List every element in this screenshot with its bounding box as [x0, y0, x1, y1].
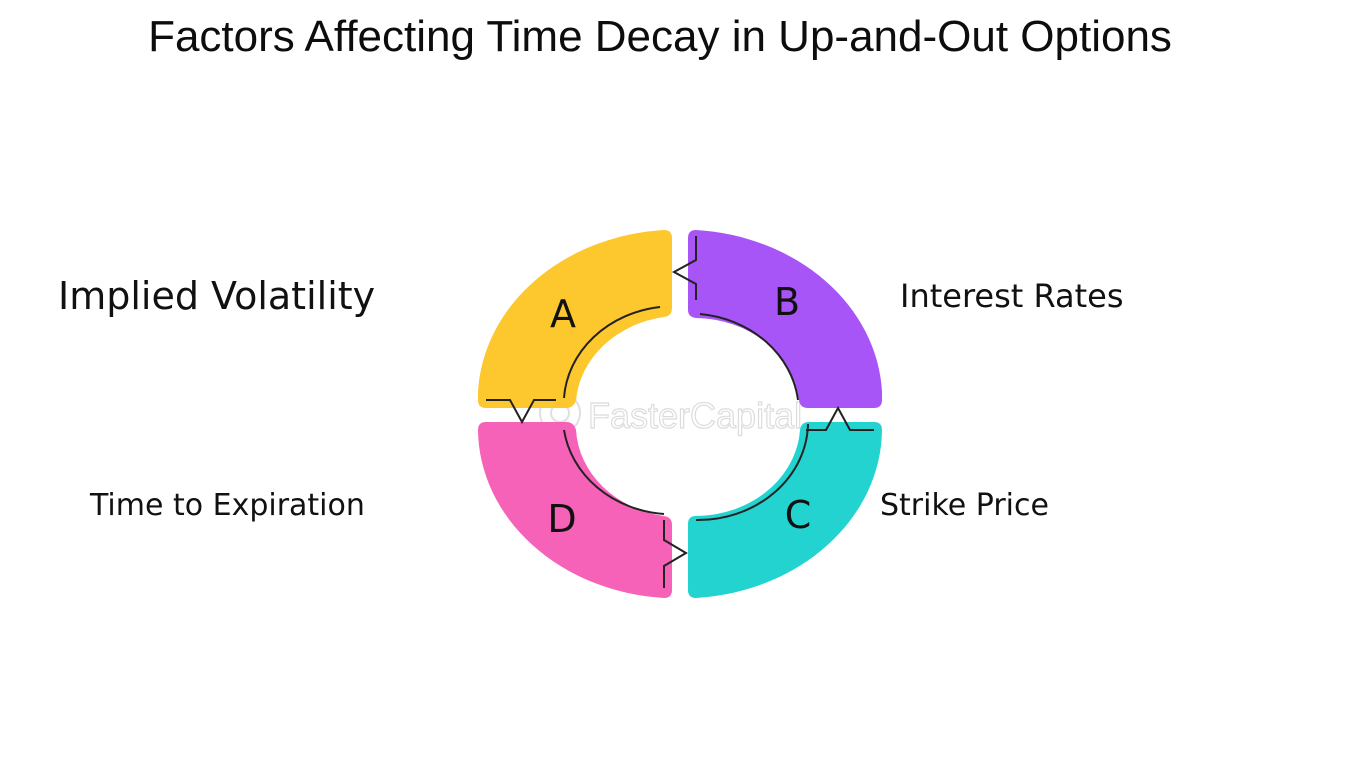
segment-c-letter: C: [785, 493, 812, 537]
factor-label-implied-volatility: Implied Volatility: [58, 274, 376, 318]
diagram-title: Factors Affecting Time Decay in Up-and-O…: [148, 12, 1172, 61]
segment-d: [478, 422, 672, 598]
factor-label-strike-price: Strike Price: [880, 488, 1049, 523]
factor-label-interest-rates: Interest Rates: [900, 277, 1124, 315]
segment-c: [688, 422, 882, 598]
segment-a-letter: A: [550, 292, 576, 336]
connector-lines: [486, 236, 874, 588]
watermark: FasterCapital: [539, 392, 803, 437]
segment-a: [478, 230, 672, 408]
segment-b-letter: B: [774, 280, 800, 324]
segment-b: [688, 230, 882, 408]
watermark-text: FasterCapital: [588, 395, 802, 436]
segment-d-letter: D: [547, 497, 576, 541]
factor-label-time-to-expiration: Time to Expiration: [90, 488, 365, 523]
